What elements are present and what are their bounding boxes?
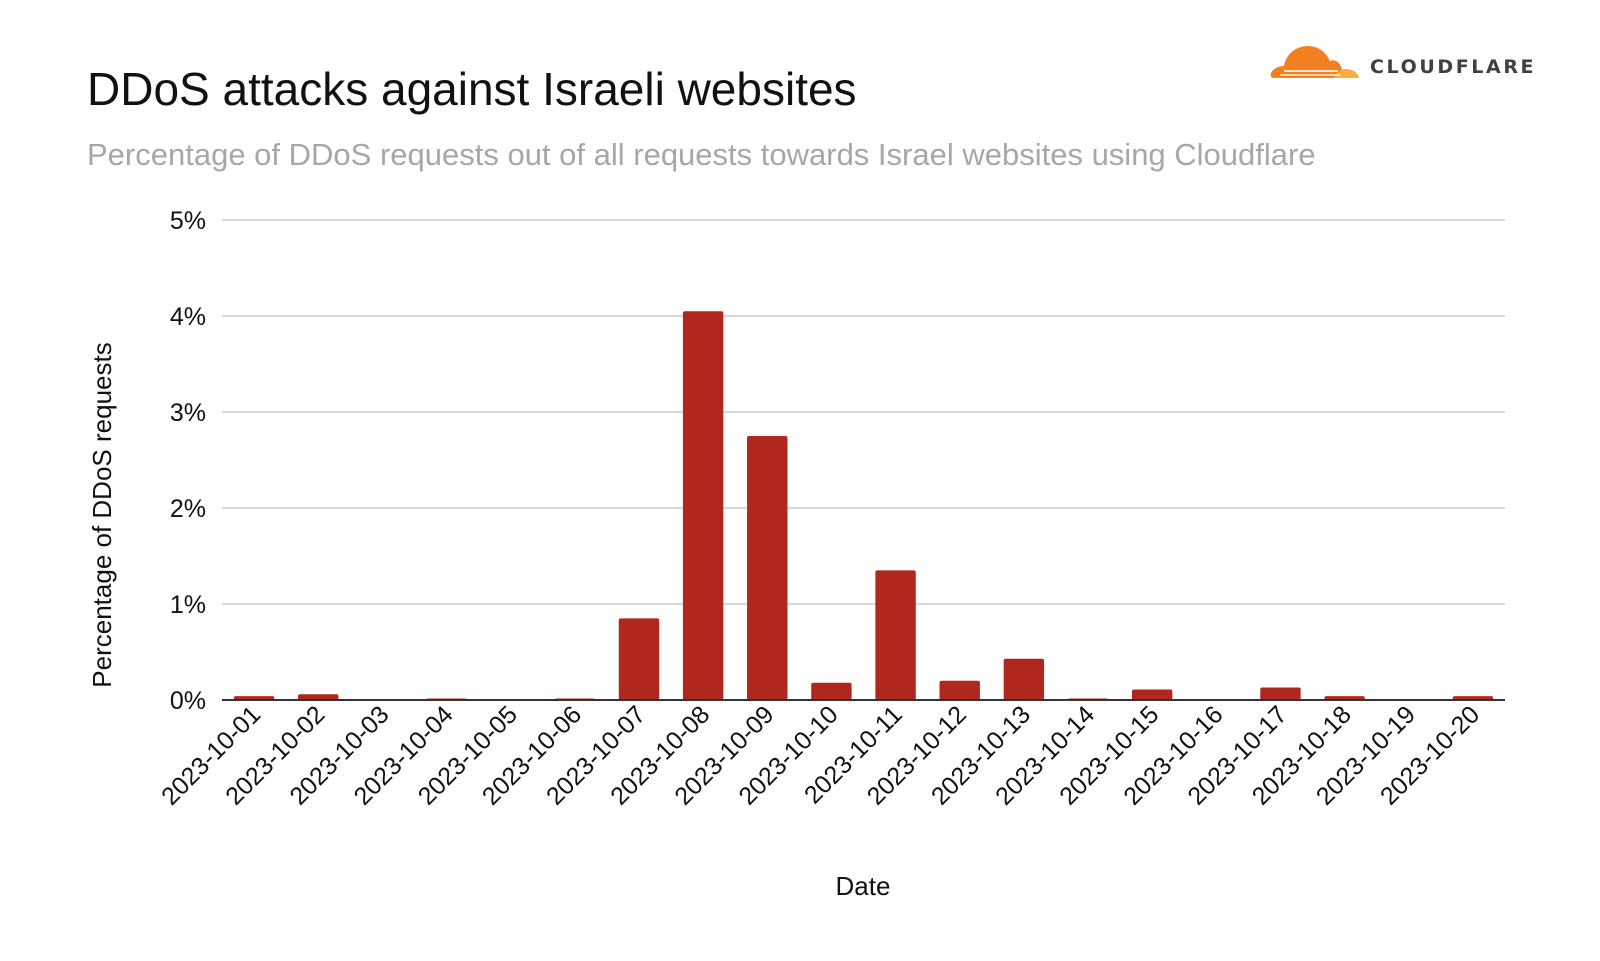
bars [233, 311, 1494, 700]
bar [298, 694, 339, 700]
y-tick-label: 2% [170, 495, 206, 523]
bar [875, 570, 916, 700]
y-axis-label: Percentage of DDoS requests [87, 342, 117, 687]
bar [1131, 689, 1173, 700]
logo-wordmark: CLOUDFLARE [1370, 56, 1537, 78]
bar [1260, 687, 1301, 700]
bar [682, 311, 724, 700]
bar [939, 680, 980, 700]
bar [811, 682, 852, 700]
y-tick-label: 4% [170, 303, 206, 331]
y-tick-label: 0% [170, 687, 206, 715]
bar [747, 436, 788, 700]
bar [1003, 658, 1045, 700]
x-axis-ticks: 2023-10-012023-10-022023-10-032023-10-04… [156, 700, 1485, 810]
chart-title: DDoS attacks against Israeli websites [87, 63, 857, 115]
y-tick-label: 1% [170, 591, 206, 619]
y-tick-label: 3% [170, 399, 206, 427]
y-tick-label: 5% [170, 207, 206, 235]
grid-lines [222, 219, 1505, 605]
chart-subtitle: Percentage of DDoS requests out of all r… [87, 137, 1316, 172]
cloudflare-logo: CLOUDFLARE [1268, 36, 1578, 86]
bar [618, 618, 660, 700]
y-axis-ticks: 0% 1% 2% 3% 4% 5% [170, 207, 206, 715]
cloud-icon [1270, 46, 1359, 78]
x-axis-label: Date [836, 871, 891, 901]
